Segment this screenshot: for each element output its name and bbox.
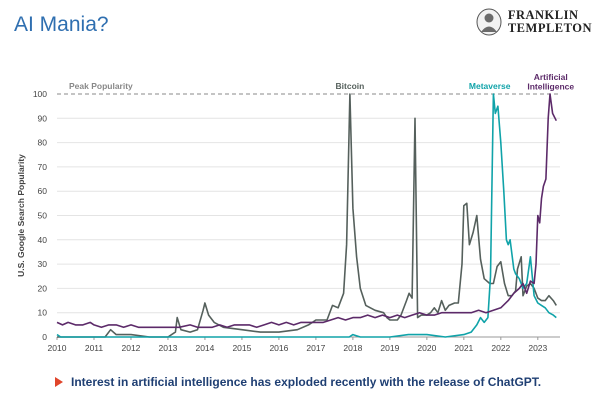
y-tick-label: 40 [38,235,48,245]
x-tick-label: 2016 [269,343,288,353]
series-line-artificial-intelligence [56,93,558,329]
triangle-bullet-icon [55,377,63,387]
y-tick-label: 20 [38,283,48,293]
y-tick-label: 90 [38,113,48,123]
y-tick-label: 50 [38,211,48,221]
franklin-templeton-logo: FRANKLIN TEMPLETON [476,8,592,36]
y-tick-labels: 0 10 20 30 40 50 60 70 80 90 100 [33,89,47,342]
series-line-bitcoin [57,93,557,338]
logo-line-1: FRANKLIN [507,8,579,22]
x-tick-label: 2015 [232,343,251,353]
portrait-emblem-icon [476,8,502,36]
y-gridlines [57,117,560,314]
y-tick-label: 60 [38,186,48,196]
x-tick-label: 2011 [85,343,104,353]
series-label: Artificial Intelligence [527,72,574,92]
y-tick-label: 80 [38,138,48,148]
logo-line-2: TEMPLETON [507,21,592,35]
x-tick-label: 2014 [195,343,214,353]
footer-note: Interest in artificial intelligence has … [55,375,541,389]
footer-note-text: Interest in artificial intelligence has … [71,375,542,389]
y-axis-label: U.S. Google Search Popularity [16,154,26,277]
peak-popularity-label: Peak Popularity [69,81,133,91]
series-labels: Bitcoin Metaverse Artificial Intelligence [336,72,575,92]
x-tick-labels: 2010 2011 2012 2013 2014 2015 2016 2017 2018 2019… [48,337,548,353]
series-label: Bitcoin [336,81,365,91]
x-tick-label: 2017 [306,343,325,353]
y-tick-label: 100 [33,89,47,99]
x-tick-label: 2010 [48,343,67,353]
series-label: Metaverse [469,81,511,91]
y-tick-label: 10 [38,308,48,318]
x-tick-label: 2012 [122,343,141,353]
logo-wordmark: FRANKLIN TEMPLETON [508,9,592,35]
x-tick-label: 2022 [491,343,510,353]
series-lines [56,93,558,338]
y-tick-label: 70 [38,162,48,172]
page-title: AI Mania? [14,13,109,36]
x-tick-label: 2019 [380,343,399,353]
y-tick-label: 0 [42,332,47,342]
x-tick-label: 2020 [417,343,436,353]
x-tick-label: 2023 [528,343,547,353]
series-line-metaverse [56,93,557,338]
x-tick-label: 2018 [343,343,362,353]
y-tick-label: 30 [38,259,48,269]
x-tick-label: 2021 [454,343,473,353]
x-tick-label: 2013 [158,343,177,353]
